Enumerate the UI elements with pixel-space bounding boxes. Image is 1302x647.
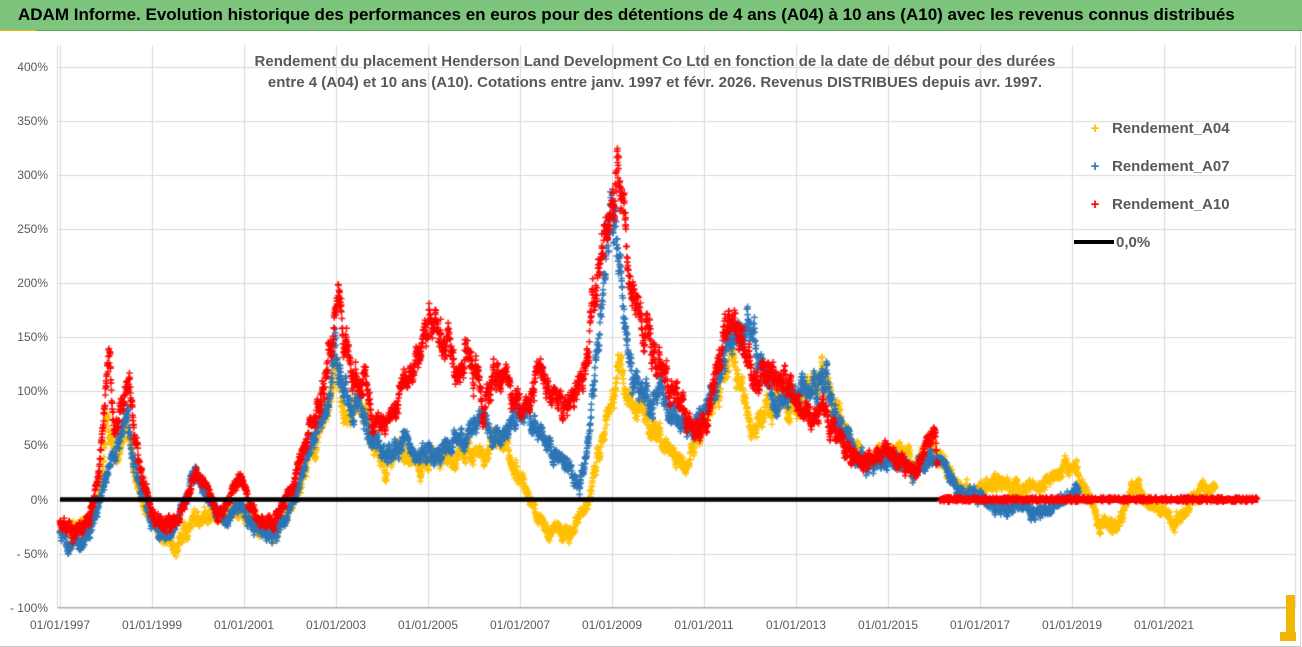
gold-accent-corner-vertical — [1286, 595, 1295, 641]
header-bar: ADAM Informe. Evolution historique des p… — [0, 0, 1302, 31]
x-tick-label: 01/01/2015 — [857, 617, 919, 632]
legend-item-rendement-a07[interactable]: + Rendement_A07 — [1082, 147, 1292, 185]
plus-marker-icon: + — [1090, 157, 1100, 175]
y-tick-label: 0% — [30, 492, 48, 507]
legend-item-0-0-[interactable]: 0,0% — [1074, 223, 1292, 261]
y-tick-label: 300% — [17, 168, 48, 183]
x-tick-label: 01/01/2021 — [1133, 617, 1195, 632]
legend-item-rendement-a04[interactable]: + Rendement_A04 — [1082, 109, 1292, 147]
x-tick-label: 01/01/2011 — [674, 617, 734, 632]
x-tick-label: 01/01/2007 — [489, 617, 551, 632]
legend-item-rendement-a10[interactable]: + Rendement_A10 — [1082, 185, 1292, 223]
x-tick-label: 01/01/1999 — [121, 617, 183, 632]
y-tick-label: 400% — [17, 60, 48, 75]
x-tick-label: 01/01/2017 — [949, 617, 1011, 632]
y-tick-label: 250% — [17, 222, 48, 237]
x-tick-label: 01/01/2009 — [581, 617, 643, 632]
legend-label: Rendement_A04 — [1112, 119, 1230, 137]
legend-label: Rendement_A07 — [1112, 157, 1230, 175]
y-tick-label: 200% — [17, 276, 48, 291]
chart-title-line2: entre 4 (A04) et 10 ans (A10). Cotations… — [267, 74, 1043, 91]
y-tick-label: 150% — [17, 330, 48, 345]
x-tick-label: 01/01/2001 — [213, 617, 275, 632]
y-tick-label: 350% — [17, 114, 48, 129]
plus-marker-icon: + — [1090, 119, 1100, 137]
chart-region: Rendement du placement Henderson Land De… — [0, 31, 1302, 647]
legend-line-swatch — [1074, 240, 1114, 244]
chart-title-line1: Rendement du placement Henderson Land De… — [254, 53, 1056, 70]
y-tick-label: 100% — [17, 384, 48, 399]
gold-accent-corner-horizontal — [1280, 632, 1296, 641]
page-title: ADAM Informe. Evolution historique des p… — [18, 5, 1235, 24]
legend-label: Rendement_A10 — [1112, 195, 1230, 213]
x-tick-label: 01/01/2019 — [1041, 617, 1103, 632]
plus-marker-icon: + — [1090, 195, 1100, 213]
x-tick-label: 01/01/2005 — [397, 617, 459, 632]
plot-area[interactable] — [0, 31, 1302, 647]
y-tick-label: - 100% — [9, 600, 48, 615]
y-tick-label: 50% — [23, 438, 48, 453]
chart-legend[interactable]: + Rendement_A04 + Rendement_A07 + Rendement_A… — [1074, 109, 1292, 261]
x-tick-label: 01/01/2003 — [305, 617, 367, 632]
legend-label: 0,0% — [1116, 233, 1151, 251]
x-tick-label: 01/01/1997 — [29, 617, 91, 632]
y-tick-label: - 50% — [16, 546, 48, 561]
x-tick-label: 01/01/2013 — [765, 617, 827, 632]
